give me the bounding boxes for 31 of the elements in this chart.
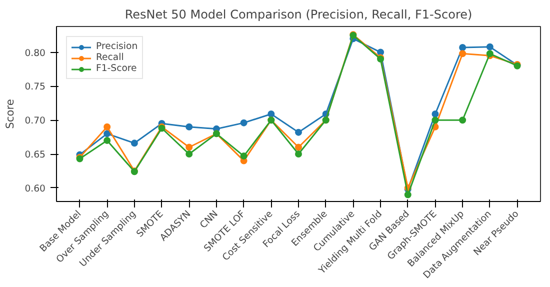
point bbox=[377, 48, 384, 56]
point bbox=[186, 123, 193, 130]
point bbox=[404, 191, 412, 198]
y-tick-label: 0.80 bbox=[24, 48, 46, 59]
point bbox=[459, 50, 466, 58]
y-tick-label: 0.65 bbox=[24, 150, 46, 161]
point bbox=[186, 150, 193, 158]
y-tick-label: 0.70 bbox=[24, 116, 46, 127]
legend-label: Recall bbox=[96, 52, 124, 63]
point bbox=[240, 119, 248, 126]
legend-label: F1-Score bbox=[96, 63, 137, 74]
point bbox=[459, 116, 466, 124]
point bbox=[432, 116, 439, 124]
chart-title: ResNet 50 Model Comparison (Precision, Recall, F1-Score) bbox=[124, 8, 472, 22]
point bbox=[432, 110, 439, 118]
point bbox=[104, 123, 111, 130]
y-axis-title: Score bbox=[4, 99, 17, 129]
point bbox=[486, 43, 494, 50]
point bbox=[295, 150, 302, 158]
point bbox=[459, 44, 466, 52]
point bbox=[104, 136, 111, 144]
point bbox=[295, 144, 302, 151]
legend-label: Precision bbox=[96, 41, 138, 52]
point bbox=[186, 144, 193, 151]
point bbox=[240, 152, 248, 160]
point bbox=[104, 130, 111, 138]
y-tick-label: 0.75 bbox=[24, 82, 46, 93]
point bbox=[268, 110, 275, 118]
y-tick-label: 0.60 bbox=[24, 183, 46, 194]
point bbox=[295, 128, 302, 136]
point bbox=[130, 140, 138, 147]
